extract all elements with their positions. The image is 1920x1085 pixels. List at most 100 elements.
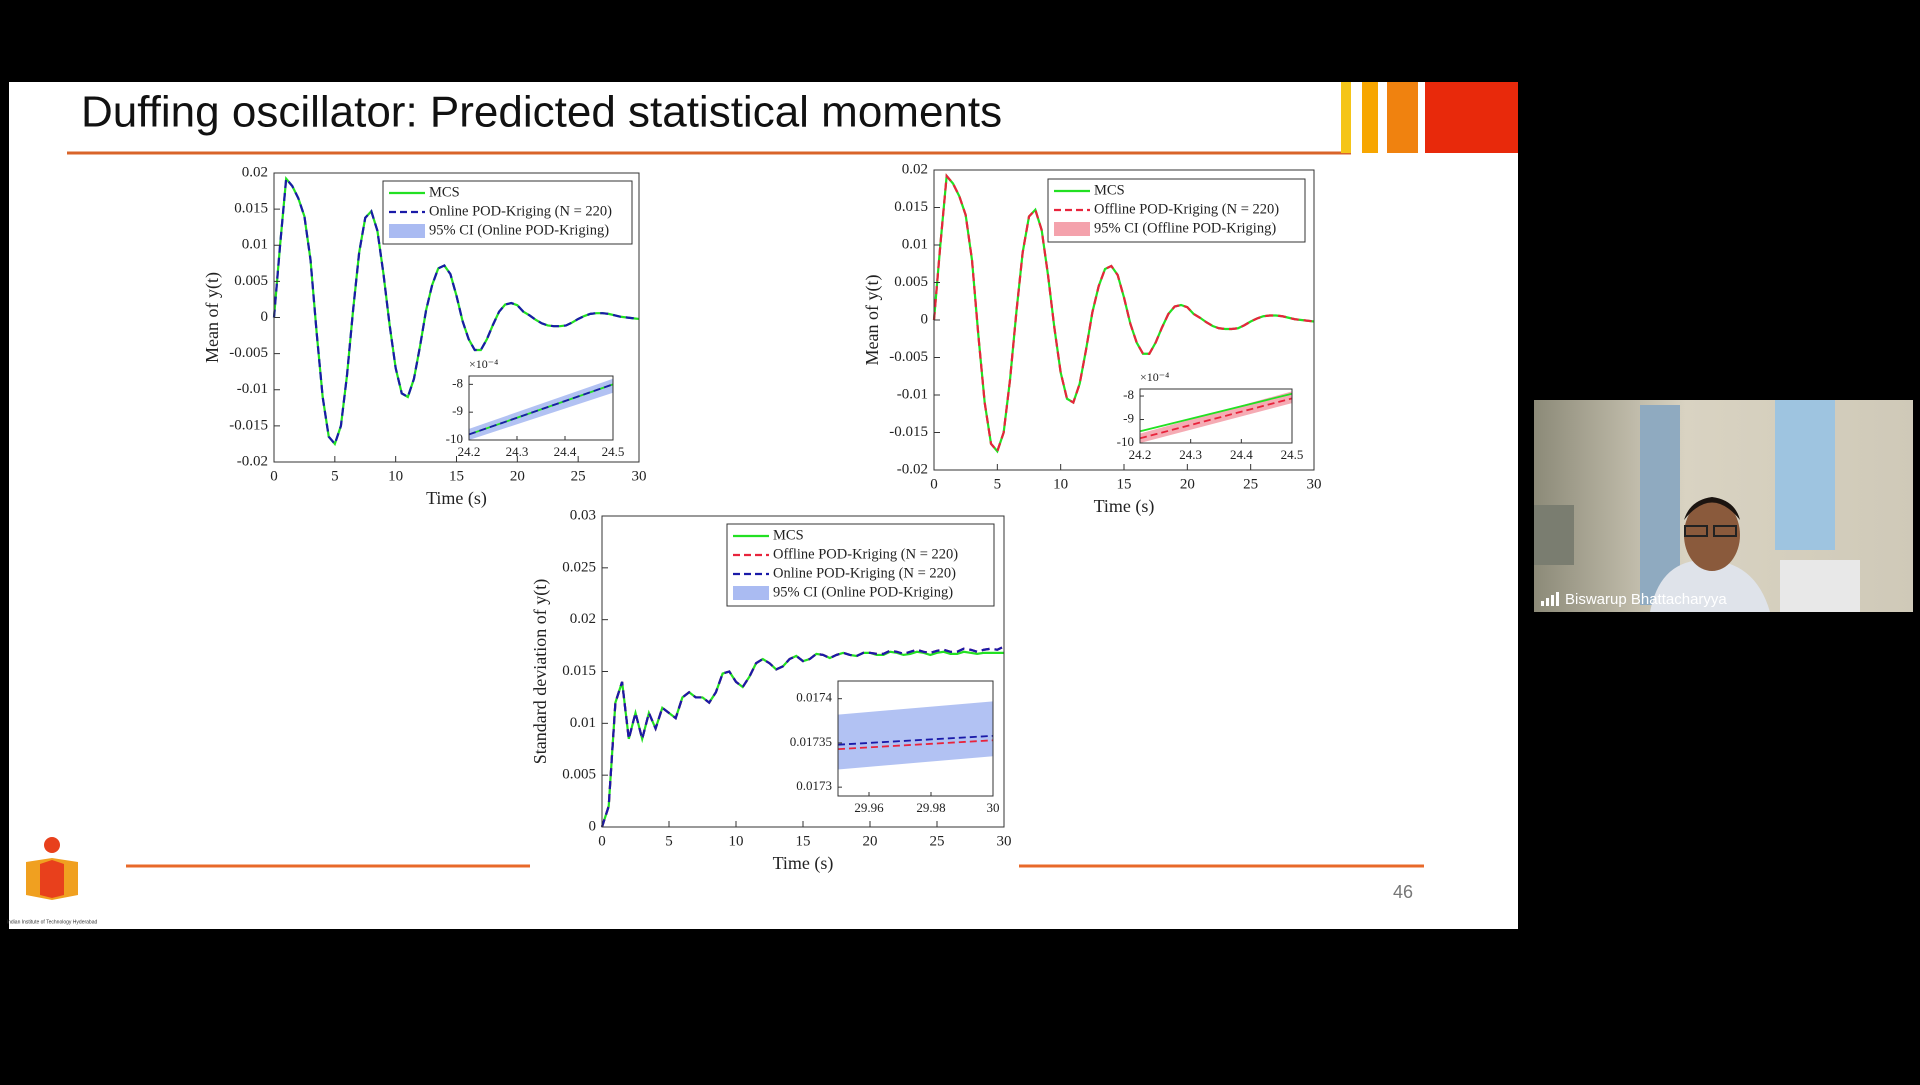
y-tick-label: 0.015 <box>562 663 596 679</box>
y-tick-label: 0.02 <box>902 161 928 177</box>
y-tick-label: 0.02 <box>242 164 268 180</box>
deco-bar <box>1425 82 1518 153</box>
y-tick-label: 0.02 <box>570 611 596 627</box>
x-tick-label: 25 <box>571 468 586 484</box>
slide-title: Duffing oscillator: Predicted statistica… <box>81 88 1002 137</box>
series-line <box>932 173 1315 454</box>
y-tick-label: -9 <box>452 403 463 418</box>
axes-frame <box>1139 388 1293 444</box>
x-tick-label: 20 <box>510 468 525 484</box>
x-tick-label: 24.2 <box>458 444 481 459</box>
inset-multiplier: ×10⁻⁴ <box>469 357 498 371</box>
legend-label: MCS <box>429 184 460 200</box>
y-tick-label: 0.025 <box>562 559 596 575</box>
x-tick-label: 25 <box>930 833 945 849</box>
legend-label: 95% CI (Online POD-Kriging) <box>429 222 609 238</box>
x-tick-label: 5 <box>331 468 339 484</box>
y-tick-label: 0.015 <box>234 201 268 217</box>
y-tick-label: -0.02 <box>897 461 928 477</box>
legend-swatch <box>389 224 425 238</box>
page-number: 46 <box>1393 882 1413 902</box>
logo-text: Indian Institute of Technology Hyderabad <box>7 919 98 925</box>
legend-box <box>726 523 995 607</box>
x-tick-label: 5 <box>994 476 1002 492</box>
inset-line <box>1139 392 1293 433</box>
y-tick-label: 0.03 <box>570 507 596 523</box>
x-axis-label: Time (s) <box>1094 496 1155 517</box>
y-tick-label: -10 <box>446 431 463 446</box>
legend-label: Offline POD-Kriging (N = 220) <box>773 546 958 562</box>
legend-label: 95% CI (Online POD-Kriging) <box>773 584 953 600</box>
x-tick-label: 15 <box>796 833 811 849</box>
axes-frame <box>837 680 994 797</box>
y-tick-label: 0.01735 <box>790 734 832 749</box>
y-tick-label: 0.015 <box>894 199 928 215</box>
ci-band <box>1140 391 1292 443</box>
ci-band <box>838 701 993 770</box>
axes-frame <box>468 375 614 441</box>
series-line <box>600 645 1005 828</box>
x-tick-label: 20 <box>863 833 878 849</box>
y-tick-label: 0.005 <box>894 274 928 290</box>
logo: Indian Institute of Technology Hyderabad <box>7 837 98 925</box>
x-tick-label: 0 <box>930 476 938 492</box>
x-tick-label: 15 <box>449 468 464 484</box>
y-tick-label: -0.01 <box>237 381 268 397</box>
legend-label: Online POD-Kriging (N = 220) <box>773 565 956 581</box>
y-tick-label: 0 <box>921 311 929 327</box>
y-tick-label: 0 <box>589 818 597 834</box>
legend-label: MCS <box>773 527 804 543</box>
y-tick-label: -0.005 <box>889 349 928 365</box>
x-tick-label: 29.98 <box>916 800 945 815</box>
y-tick-label: 0.01 <box>570 715 596 731</box>
deco-bar <box>1341 82 1351 153</box>
y-tick-label: -0.01 <box>897 386 928 402</box>
x-tick-label: 24.4 <box>1230 447 1253 462</box>
x-tick-label: 10 <box>388 468 403 484</box>
x-tick-label: 15 <box>1117 476 1132 492</box>
y-tick-label: 0.005 <box>562 767 596 783</box>
y-tick-label: -10 <box>1117 434 1134 449</box>
legend-box <box>1047 178 1306 243</box>
video-tile: Biswarup Bhattacharyya <box>1534 400 1913 612</box>
y-axis-label: Mean of y(t) <box>862 275 883 366</box>
x-tick-label: 0 <box>598 833 606 849</box>
x-tick-label: 24.5 <box>602 444 625 459</box>
y-tick-label: 0.0174 <box>796 690 832 705</box>
x-tick-label: 29.96 <box>854 800 884 815</box>
y-axis-label: Standard deviation of y(t) <box>530 579 551 764</box>
legend-label: Online POD-Kriging (N = 220) <box>429 203 612 219</box>
inset-line <box>1139 397 1293 440</box>
deco-bar <box>1362 82 1378 153</box>
y-tick-label: 0.0173 <box>796 778 832 793</box>
x-tick-label: 30 <box>997 833 1012 849</box>
legend-label: 95% CI (Offline POD-Kriging) <box>1094 220 1276 236</box>
legend-label: MCS <box>1094 182 1125 198</box>
y-tick-label: -8 <box>452 375 463 390</box>
x-tick-label: 30 <box>632 468 647 484</box>
x-tick-label: 10 <box>729 833 744 849</box>
legend-label: Offline POD-Kriging (N = 220) <box>1094 201 1279 217</box>
x-tick-label: 5 <box>665 833 673 849</box>
legend-swatch <box>733 586 769 600</box>
y-tick-label: -0.015 <box>889 424 928 440</box>
y-tick-label: -0.015 <box>229 417 268 433</box>
x-tick-label: 20 <box>1180 476 1195 492</box>
y-axis-label: Mean of y(t) <box>202 272 223 363</box>
y-tick-label: 0 <box>261 309 269 325</box>
x-tick-label: 24.5 <box>1281 447 1304 462</box>
x-tick-label: 24.2 <box>1129 447 1152 462</box>
x-tick-label: 30 <box>987 800 1000 815</box>
y-tick-label: -0.005 <box>229 345 268 361</box>
series-line <box>272 176 640 447</box>
y-tick-label: -9 <box>1123 411 1134 426</box>
x-tick-label: 25 <box>1243 476 1258 492</box>
x-tick-label: 24.4 <box>554 444 577 459</box>
x-axis-label: Time (s) <box>426 488 487 509</box>
inset-line <box>837 739 994 751</box>
inset-line <box>468 383 614 436</box>
x-tick-label: 24.3 <box>1179 447 1202 462</box>
participant-name: Biswarup Bhattacharyya <box>1565 591 1727 608</box>
